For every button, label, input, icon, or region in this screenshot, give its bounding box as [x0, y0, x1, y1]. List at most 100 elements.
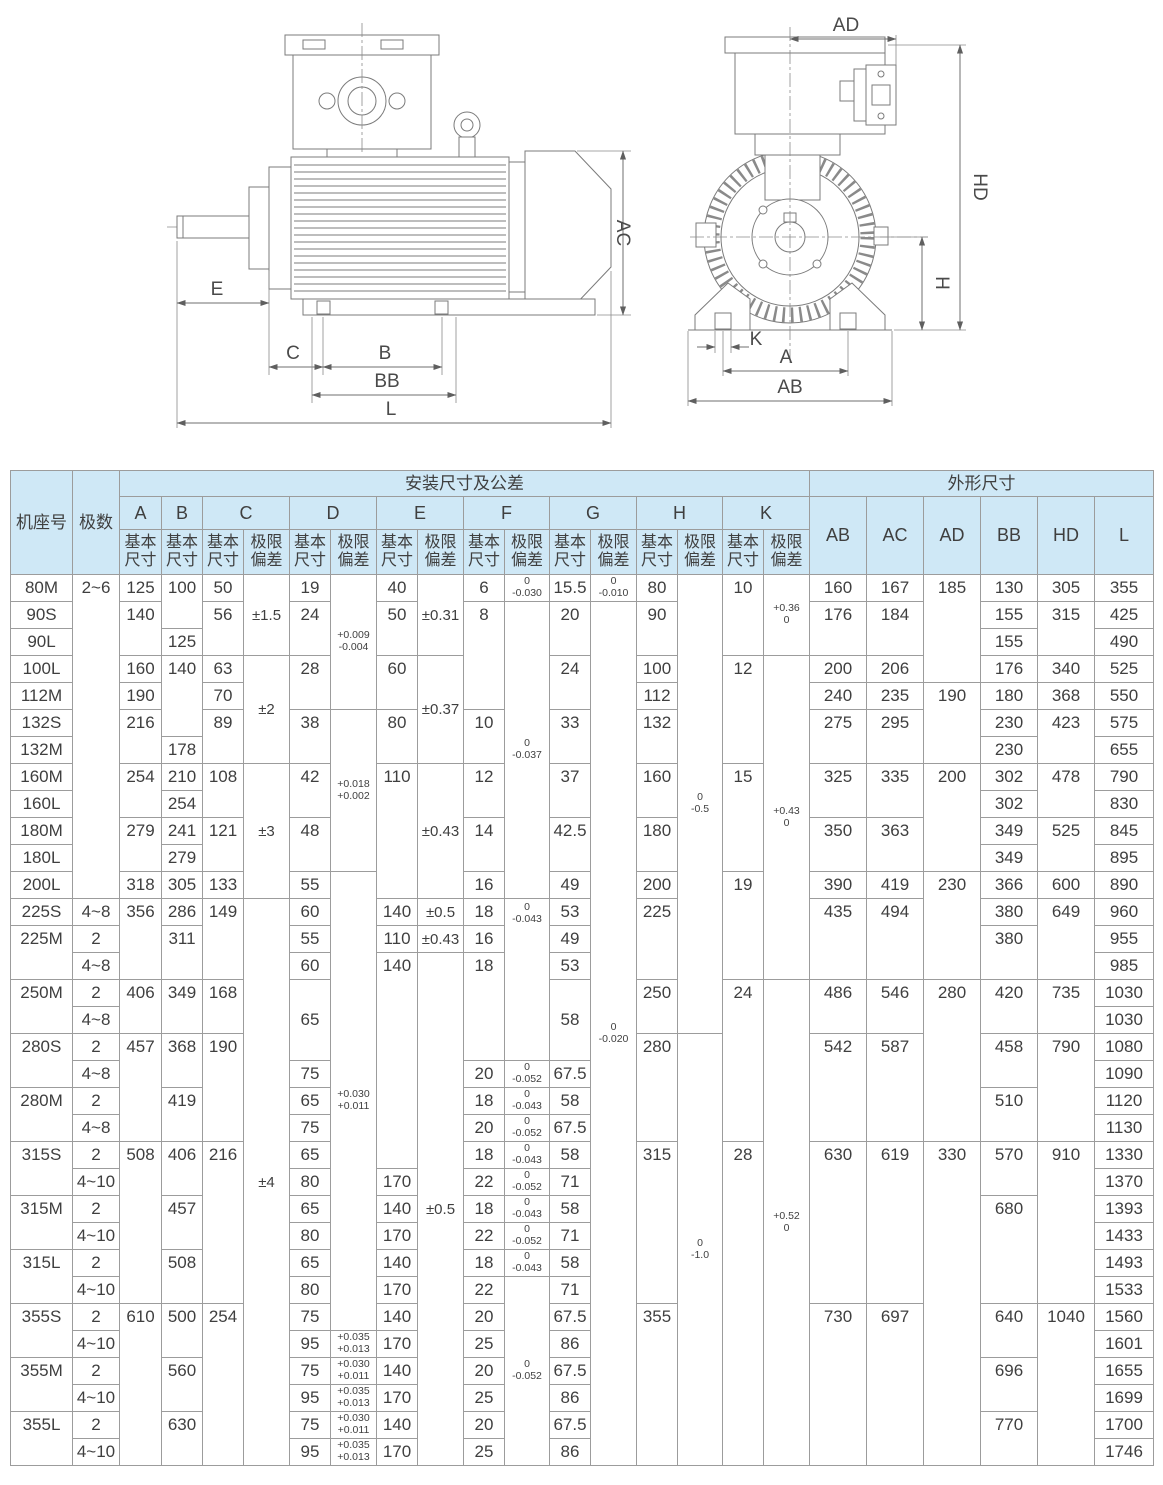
cell: 368: [161, 1033, 203, 1088]
cell: 65: [289, 1087, 331, 1115]
cell: 140: [119, 601, 162, 656]
cell: 6: [463, 574, 505, 602]
cell: 318: [119, 871, 162, 899]
header-cell: BB: [980, 496, 1038, 575]
cell: 37: [549, 763, 591, 818]
cell: 500: [161, 1303, 203, 1358]
cell: 1090: [1093, 1060, 1155, 1088]
cell: 200: [923, 763, 981, 872]
dimension-AC: AC: [577, 150, 633, 316]
cell: 640: [980, 1303, 1038, 1358]
cell: 315S: [10, 1141, 73, 1196]
cell: 18: [463, 898, 505, 926]
cell: 14: [463, 817, 505, 872]
header-cell: 基本 尺寸: [202, 529, 244, 575]
cell: 1030: [1093, 979, 1155, 1007]
cell: 696: [980, 1357, 1038, 1412]
cell: 525: [1037, 817, 1095, 872]
dimension-K: K: [697, 329, 763, 353]
cell: 349: [980, 844, 1038, 872]
cell: 2: [72, 1249, 120, 1277]
cell: 4~8: [72, 952, 120, 980]
cell: 423: [1037, 709, 1095, 764]
cell: 58: [549, 1195, 591, 1223]
cell: 18: [463, 1249, 505, 1277]
cell: 67.5: [549, 1060, 591, 1088]
cell: 200: [636, 871, 678, 899]
cell: 75: [289, 1357, 331, 1385]
cell: 0 -1.0: [677, 1033, 723, 1466]
cell: 190: [923, 682, 981, 764]
cell: 2: [72, 1195, 120, 1223]
cell: 16: [463, 925, 505, 953]
motor-side-view: E C B BB: [167, 23, 633, 428]
cell: 140: [161, 655, 203, 737]
cell: 560: [161, 1357, 203, 1412]
cell: 355M: [10, 1357, 73, 1412]
cell: ±0.5: [417, 952, 464, 1466]
cell: 680: [980, 1195, 1038, 1304]
cell: 56: [202, 601, 244, 656]
cell: 90L: [10, 628, 73, 656]
cell: 42: [289, 763, 331, 818]
lifting-eyebolt: [453, 111, 481, 158]
cell: 0 -0.043: [504, 1087, 550, 1115]
cell: 1700: [1093, 1411, 1155, 1439]
cell: 275: [809, 709, 867, 764]
cell: 160: [636, 763, 678, 818]
cell: 132M: [10, 736, 73, 764]
header-cell: H: [636, 496, 723, 530]
cell: 790: [1037, 1033, 1095, 1142]
header-cell: 极限 偏差: [504, 529, 550, 575]
cell: 71: [549, 1168, 591, 1196]
cell: 305: [161, 871, 203, 899]
dim-label-HD: HD: [969, 173, 990, 200]
cell: 2: [72, 1087, 120, 1115]
cell: 22: [463, 1168, 505, 1196]
cell: 355L: [10, 1411, 73, 1466]
cell: 140: [376, 898, 418, 926]
cell: 58: [549, 1249, 591, 1277]
cell: 53: [549, 952, 591, 980]
dim-label-BB: BB: [374, 371, 399, 392]
dim-label-AB: AB: [777, 377, 802, 398]
cell: 140: [376, 952, 418, 1169]
cell: 155: [980, 628, 1038, 656]
cell: 4~10: [72, 1384, 120, 1412]
cell: 58: [549, 1141, 591, 1169]
table-row: 4~10 80 170 22 0 -0.052 71 1533: [11, 1276, 1155, 1466]
dimension-BB: BB: [311, 317, 457, 403]
cell: 1601: [1093, 1330, 1155, 1358]
cell: ±0.5: [417, 898, 464, 926]
cell: 18: [463, 1195, 505, 1223]
cell: ±4: [243, 898, 290, 1466]
table-row: 132S 216 89 38 +0.018 +0.002 80 10 33 132 275 295 2…: [10, 709, 1155, 872]
cell: 216: [202, 1141, 244, 1304]
header-cell: D: [289, 496, 377, 530]
cell: 349: [980, 817, 1038, 845]
table-row: 4~10 95 +0.035 +0.013 170 25 86 1699: [11, 1384, 1155, 1412]
cell: 130: [980, 574, 1038, 602]
cell: 170: [376, 1438, 418, 1466]
cell: +0.035 +0.013: [330, 1330, 377, 1358]
drawings-area: E C B BB: [0, 0, 1163, 460]
table-row: 180M 279 241 121 48 14 42.5 180 350 363 349 525 845: [10, 817, 1155, 872]
cell: 895: [1093, 844, 1155, 872]
cell: 610: [119, 1303, 162, 1466]
cell: 19: [289, 574, 331, 602]
cell: 4~8: [72, 1060, 120, 1088]
table-row: 355M 2 560 75 +0.030 +0.011 140 20 67.5 696 1655: [10, 1357, 1155, 1412]
cell: 295: [866, 709, 924, 764]
cell: 149: [202, 898, 244, 980]
cell: 95: [289, 1384, 331, 1412]
table-body: 80M 2~6 125 100 50 ±1.5 19 +0.009 -0.004 40 ±0.31…: [10, 574, 1155, 1466]
header-cell: AC: [866, 496, 924, 575]
cell: 100: [636, 655, 678, 683]
table-row: 160M 254 210 108 ±3 42 110 ±0.43 12 37 160 15 325 335…: [10, 763, 1155, 899]
cell: 4~10: [72, 1330, 120, 1358]
cell: 1030: [1093, 1006, 1155, 1034]
table-row: 80M 2~6 125 100 50 ±1.5 19 +0.009 -0.004 40 ±0.31…: [10, 574, 1155, 1034]
dim-label-E: E: [211, 279, 224, 300]
cell: 355: [636, 1303, 678, 1466]
cell: 12: [722, 655, 764, 764]
